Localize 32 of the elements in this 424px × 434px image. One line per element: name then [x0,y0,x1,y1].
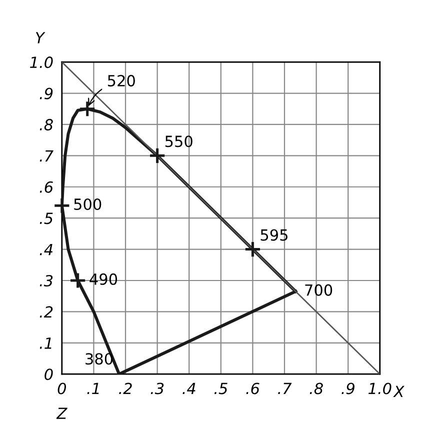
text: Z [56,408,68,419]
annotation: 380 [86,353,113,365]
y-tick-label: .9 [40,88,53,100]
y-tick-label: .7 [40,150,54,162]
y-tick-label: 0 [44,368,53,380]
y-tick-label: .2 [40,306,53,318]
x-tick-label: .3 [150,382,164,394]
x-tick-label: .1 [87,382,99,394]
x-tick-label: .7 [278,382,292,394]
y-axis-title: Y [36,32,46,44]
annotation: 490 [90,273,118,285]
x-tick-label: .6 [246,382,260,394]
y-tick-label: .6 [40,181,53,193]
y-tick-label: .5 [40,212,53,224]
annotation: 700 [305,284,332,296]
x-tick-label: 1.0 [368,382,392,394]
x-tick-label: .4 [182,382,196,394]
annotation: 520 [108,74,135,86]
x-tick-label: .9 [342,382,354,394]
annotation: 550 [165,136,192,148]
x-tick-label: 0 [58,382,66,394]
y-tick-label: .3 [40,274,53,287]
y-tick-label: 1.0 [30,56,53,68]
y-tick-label: .1 [40,338,52,349]
annotation: 595 [260,229,288,241]
annotation: 500 [74,198,102,210]
x-axis-title: X [393,386,404,398]
x-tick-label: .2 [119,382,132,394]
x-tick-label: .8 [310,382,323,394]
y-tick-label: .4 [40,244,52,256]
y-tick-label: .8 [40,118,53,130]
x-tick-label: .5 [214,382,228,394]
